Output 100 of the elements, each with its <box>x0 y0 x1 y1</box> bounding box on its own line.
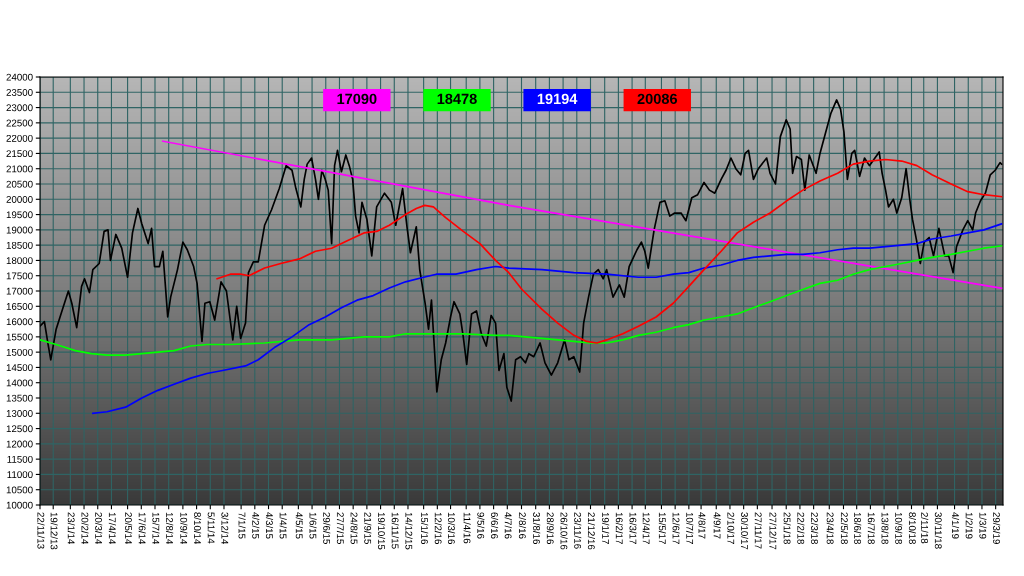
y-tick-label: 23500 <box>6 89 33 96</box>
x-tick-label: 17/4/14 <box>108 512 116 545</box>
x-tick-label: 10/3/16 <box>447 512 456 544</box>
x-tick-label: 27/7/15 <box>336 512 344 544</box>
x-tick-label: 8/10/18 <box>908 512 917 544</box>
y-tick-label: 16000 <box>6 318 33 326</box>
x-tick-label: 4/8/17 <box>698 512 706 539</box>
y-tick-label: 19000 <box>6 226 33 234</box>
x-tick-label: 22/5/18 <box>840 512 849 544</box>
x-tick-label: 26/10/16 <box>560 512 568 550</box>
text: 19194 <box>537 93 578 105</box>
y-tick-label: 18500 <box>6 241 33 249</box>
x-tick-label: 23/11/16 <box>574 512 582 549</box>
x-tick-label: 4/7/16 <box>504 512 512 539</box>
x-tick-label: 22/3/18 <box>811 512 819 544</box>
line-series <box>40 244 1003 357</box>
x-tick-label: 4/5/15 <box>295 512 303 539</box>
x-tick-label: 7/1/15 <box>238 512 246 539</box>
x-tick-label: 21/9/15 <box>364 512 372 544</box>
x-tick-label: 15/7/14 <box>152 512 160 545</box>
x-tick-label: 11/4/16 <box>463 512 471 544</box>
x-tick-label: 15/1/16 <box>421 512 429 544</box>
x-tick-label: 10/9/14 <box>180 512 188 545</box>
x-tick-label: 4/2/15 <box>252 512 260 539</box>
x-tick-label: 20/2/14 <box>81 512 89 545</box>
x-tick-label: 6/6/16 <box>491 512 499 539</box>
y-tick-label: 10000 <box>6 501 33 509</box>
y-tick-label: 11000 <box>7 471 33 479</box>
x-tick-label: 2/10/17 <box>727 512 735 544</box>
x-tick-label: 3/12/14 <box>221 512 229 545</box>
y-tick-label: 12000 <box>6 440 33 448</box>
x-tick-label: 19/1/17 <box>602 512 610 544</box>
y-tick-label: 20500 <box>6 180 33 188</box>
x-tick-label: 30/10/17 <box>741 512 749 550</box>
x-tick-label: 21/12/16 <box>587 512 596 550</box>
y-tick-label: 19500 <box>6 211 33 219</box>
x-tick-label: 23/1/14 <box>67 512 75 545</box>
x-tick-label: 20/3/14 <box>95 512 103 545</box>
y-tick-label: 10500 <box>6 486 33 494</box>
x-tick-label: 31/8/16 <box>533 512 541 544</box>
y-tick-label: 18000 <box>6 257 33 265</box>
x-tick-label: 16/11/15 <box>391 512 399 549</box>
x-tick-label: 15/5/17 <box>658 512 666 544</box>
y-tick-label: 12500 <box>6 425 33 433</box>
x-tick-label: 4/9/17 <box>713 512 721 539</box>
y-tick-label: 20000 <box>6 196 33 203</box>
y-tick-label: 22500 <box>6 119 33 127</box>
x-tick-label: 14/12/15 <box>405 512 413 550</box>
text: 20086 <box>637 93 678 105</box>
x-tick-label: 10/7/17 <box>686 512 694 544</box>
x-tick-label: 16/7/18 <box>867 512 875 544</box>
x-tick-label: 12/2/16 <box>434 512 442 544</box>
x-tick-label: 17/6/14 <box>138 512 146 545</box>
y-tick-label: 14500 <box>6 364 33 372</box>
x-tick-label: 23/4/18 <box>826 512 834 544</box>
x-tick-label: 10/9/18 <box>895 512 903 544</box>
x-tick-label: 19/10/15 <box>377 512 386 550</box>
line-series <box>216 158 1003 344</box>
x-tick-label: 20/5/14 <box>124 512 133 545</box>
x-tick-label: 22/2/18 <box>797 512 805 544</box>
x-tick-label: 5/11/14 <box>207 512 215 544</box>
x-tick-label: 29/6/15 <box>323 512 331 544</box>
x-tick-label: 19/12/13 <box>50 512 58 550</box>
x-tick-label: 16/2/17 <box>615 512 623 544</box>
line-series <box>92 223 1003 415</box>
x-tick-label: 30/11/18 <box>934 512 942 549</box>
y-tick-label: 15500 <box>6 333 33 341</box>
x-tick-label: 18/6/18 <box>854 512 862 544</box>
x-tick-label: 12/6/17 <box>672 512 680 544</box>
x-tick-label: 27/11/17 <box>754 512 762 549</box>
x-tick-label: 4/1/19 <box>951 512 960 539</box>
y-tick-label: 22000 <box>6 134 33 142</box>
x-tick-label: 29/3/19 <box>993 512 1001 544</box>
y-tick-label: 17500 <box>6 272 33 280</box>
x-tick-label: 1/6/15 <box>309 512 317 539</box>
x-tick-label: 1/3/19 <box>979 512 987 539</box>
y-tick-label: 21500 <box>6 150 33 158</box>
y-tick-label: 11500 <box>7 455 33 463</box>
y-tick-label: 13000 <box>6 410 33 417</box>
x-tick-label: 13/8/18 <box>881 512 889 544</box>
x-tick-label: 12/8/14 <box>166 512 174 545</box>
x-tick-label: 28/9/16 <box>546 512 554 544</box>
y-tick-label: 21000 <box>6 165 33 173</box>
x-tick-label: 1/4/15 <box>279 512 287 539</box>
y-tick-label: 17000 <box>6 287 33 295</box>
x-tick-label: 2/8/16 <box>518 512 527 539</box>
x-tick-label: 12/4/17 <box>642 512 650 544</box>
x-tick-label: 9/5/16 <box>477 512 485 539</box>
y-tick-label: 13500 <box>6 394 33 402</box>
y-tick-label: 16500 <box>6 303 33 310</box>
x-tick-label: 4/3/15 <box>265 512 274 539</box>
text: 17090 <box>337 93 377 105</box>
y-tick-label: 14000 <box>6 379 33 387</box>
text: 18478 <box>437 93 477 105</box>
x-tick-label: 25/1/18 <box>783 512 791 544</box>
x-tick-label: 27/12/17 <box>769 512 777 550</box>
x-tick-label: 8/10/14 <box>193 512 202 545</box>
x-tick-label: 22/11/13 <box>37 512 45 549</box>
x-tick-label: 1/2/19 <box>965 512 973 539</box>
y-tick-label: 24000 <box>6 73 33 81</box>
